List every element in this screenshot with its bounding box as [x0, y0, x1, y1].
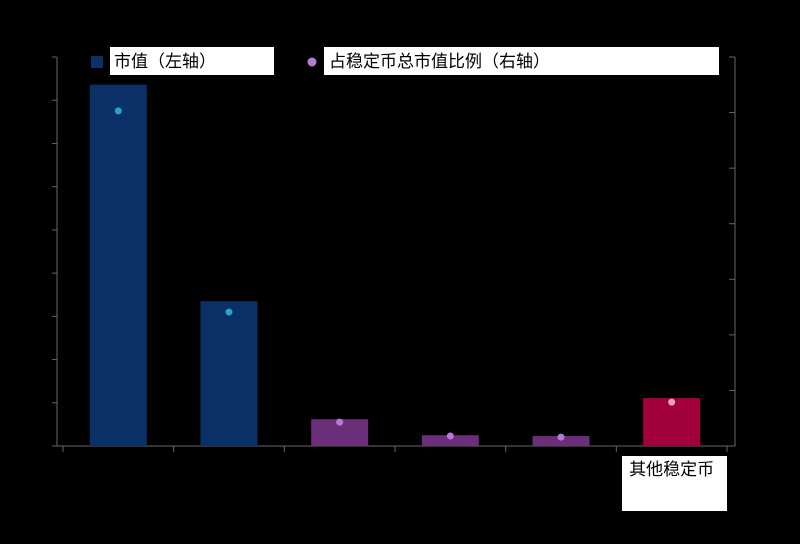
bar: [89, 84, 147, 446]
legend-box: [324, 47, 719, 75]
ratio-dot: [114, 107, 122, 115]
x-tick-label: 其他稳定币: [629, 460, 714, 480]
ratio-dot: [668, 398, 676, 406]
ratio-dot: [336, 418, 344, 426]
bar: [421, 435, 479, 446]
label-box: [622, 456, 727, 511]
bar: [200, 301, 258, 446]
legend-swatch: [91, 56, 103, 68]
legend-box: [110, 47, 274, 75]
bar: [532, 436, 590, 446]
legend-label: 占稳定币总市值比例（右轴）: [329, 52, 550, 72]
ratio-dot: [557, 433, 565, 441]
legend-label: 市值（左轴）: [114, 52, 216, 72]
bar: [643, 398, 701, 446]
ratio-dot: [446, 432, 454, 440]
ratio-dot: [225, 308, 233, 316]
legend-swatch: [307, 57, 317, 67]
